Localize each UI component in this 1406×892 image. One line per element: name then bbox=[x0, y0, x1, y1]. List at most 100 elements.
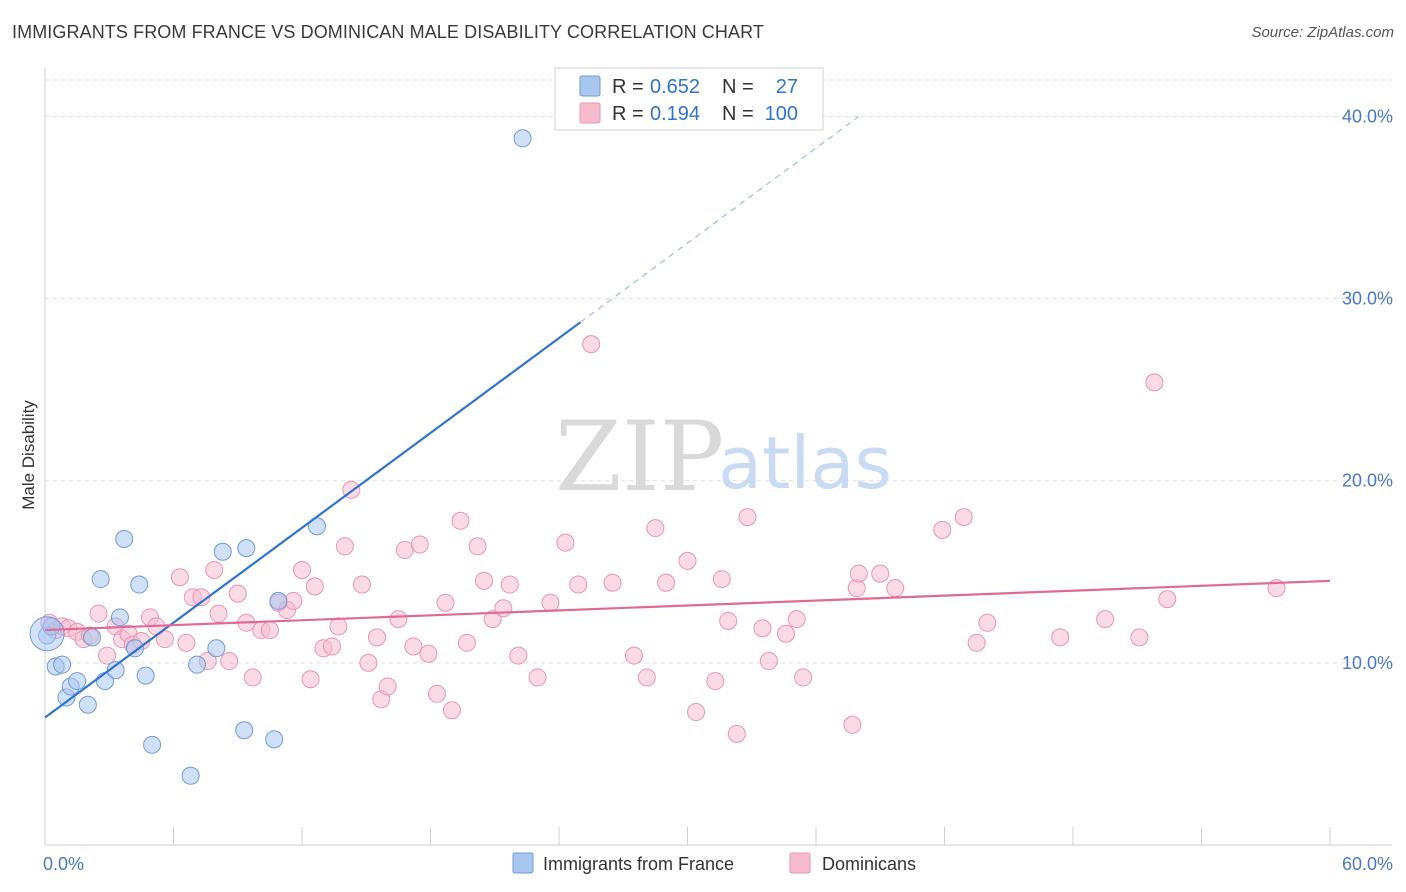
dominicans-point bbox=[442, 701, 461, 720]
dominicans-point bbox=[569, 575, 588, 594]
dominicans-point bbox=[367, 628, 386, 647]
dominicans-point bbox=[1096, 610, 1115, 629]
france-point bbox=[143, 735, 162, 754]
france-point bbox=[181, 766, 200, 785]
dominicans-trend-line bbox=[44, 579, 1331, 632]
france-point-cluster bbox=[29, 616, 65, 652]
dominicans-point bbox=[500, 575, 519, 594]
x-tick-label: 60.0% bbox=[1342, 854, 1393, 874]
dominicans-point bbox=[787, 610, 806, 629]
france-point bbox=[125, 639, 144, 658]
dominicans-point bbox=[389, 610, 408, 629]
series-swatch-dominicans bbox=[789, 852, 811, 874]
source-credit: Source: ZipAtlas.com bbox=[1251, 24, 1394, 41]
dominicans-points bbox=[40, 335, 1286, 743]
france-point bbox=[207, 639, 226, 658]
dominicans-point bbox=[871, 564, 890, 583]
dominicans-point bbox=[1158, 590, 1177, 609]
dominicans-point bbox=[427, 684, 446, 703]
dominicans-point bbox=[205, 560, 224, 579]
dominicans-point bbox=[284, 591, 303, 610]
france-point bbox=[78, 695, 97, 714]
legend-swatch-france bbox=[579, 75, 601, 97]
france-trend-extension bbox=[580, 115, 860, 323]
france-point bbox=[136, 666, 155, 685]
dominicans-point bbox=[395, 540, 414, 559]
france-point bbox=[106, 661, 125, 680]
dominicans-point bbox=[687, 703, 706, 722]
y-tick-label: 30.0% bbox=[1342, 289, 1393, 309]
dominicans-point bbox=[322, 637, 341, 656]
dominicans-point bbox=[657, 573, 676, 592]
legend-swatch-dominicans bbox=[579, 102, 601, 124]
dominicans-point bbox=[678, 551, 697, 570]
correlation-legend: R = 0.652 N = 27 R = 0.194 N = 100 bbox=[554, 67, 824, 131]
dominicans-point bbox=[556, 533, 575, 552]
dominicans-point bbox=[582, 335, 601, 354]
y-tick-label: 40.0% bbox=[1342, 106, 1393, 126]
dominicans-point bbox=[1051, 628, 1070, 647]
dominicans-point bbox=[209, 604, 228, 623]
dominicans-point bbox=[637, 668, 656, 687]
trend-lines bbox=[44, 115, 1331, 719]
dominicans-point bbox=[646, 519, 665, 538]
chart-title: IMMIGRANTS FROM FRANCE VS DOMINICAN MALE… bbox=[12, 22, 764, 42]
legend-n-value-dominicans: 100 bbox=[765, 103, 798, 125]
dominicans-point bbox=[933, 520, 952, 539]
dominicans-point bbox=[155, 630, 174, 649]
dominicans-point bbox=[170, 568, 189, 587]
legend-n-label-france: N = bbox=[722, 76, 754, 98]
dominicans-point bbox=[1130, 628, 1149, 647]
dominicans-point bbox=[712, 570, 731, 589]
france-point bbox=[130, 575, 149, 594]
dominicans-point bbox=[967, 633, 986, 652]
dominicans-point bbox=[89, 604, 108, 623]
y-tick-label: 20.0% bbox=[1342, 471, 1393, 491]
dominicans-point bbox=[603, 573, 622, 592]
dominicans-point bbox=[843, 715, 862, 734]
dominicans-point bbox=[1145, 373, 1164, 392]
france-point bbox=[188, 655, 207, 674]
x-tick-labels: 0.0% 60.0% bbox=[43, 854, 1393, 874]
legend-n-label-dominicans: N = bbox=[722, 103, 754, 125]
dominicans-point bbox=[528, 668, 547, 687]
axes bbox=[44, 68, 1392, 846]
legend-r-value-france: 0.652 bbox=[650, 76, 700, 98]
dominicans-point bbox=[624, 646, 643, 665]
dominicans-point bbox=[468, 537, 487, 556]
dominicans-point bbox=[727, 724, 746, 743]
dominicans-point bbox=[475, 571, 494, 590]
series-label-dominicans: Dominicans bbox=[822, 854, 916, 874]
legend-r-value-dominicans: 0.194 bbox=[650, 103, 700, 125]
dominicans-point bbox=[719, 611, 738, 630]
dominicans-point bbox=[494, 599, 513, 618]
dominicans-point bbox=[738, 508, 757, 527]
y-tick-labels: 10.0% 20.0% 30.0% 40.0% bbox=[1342, 106, 1393, 672]
dominicans-point bbox=[301, 670, 320, 689]
dominicans-point bbox=[243, 668, 262, 687]
france-point bbox=[213, 542, 232, 561]
dominicans-point bbox=[378, 677, 397, 696]
france-point bbox=[68, 672, 87, 691]
dominicans-point bbox=[220, 652, 239, 671]
dominicans-point bbox=[419, 644, 438, 663]
legend-n-value-france: 27 bbox=[776, 76, 798, 98]
dominicans-point bbox=[352, 575, 371, 594]
series-legend: Immigrants from France Dominicans bbox=[512, 852, 916, 874]
y-tick-label: 10.0% bbox=[1342, 653, 1393, 673]
dominicans-point bbox=[98, 646, 117, 665]
dominicans-point bbox=[359, 653, 378, 672]
france-point bbox=[513, 129, 532, 148]
series-label-france: Immigrants from France bbox=[543, 854, 734, 874]
dominicans-point bbox=[228, 584, 247, 603]
dominicans-point bbox=[483, 610, 502, 629]
france-point bbox=[269, 591, 288, 610]
dominicans-point bbox=[794, 668, 813, 687]
france-point bbox=[235, 721, 254, 740]
dominicans-point bbox=[260, 621, 279, 640]
series-swatch-france bbox=[512, 852, 534, 874]
y-axis-label: Male Disability bbox=[19, 400, 38, 510]
dominicans-point bbox=[410, 535, 429, 554]
dominicans-point bbox=[777, 624, 796, 643]
